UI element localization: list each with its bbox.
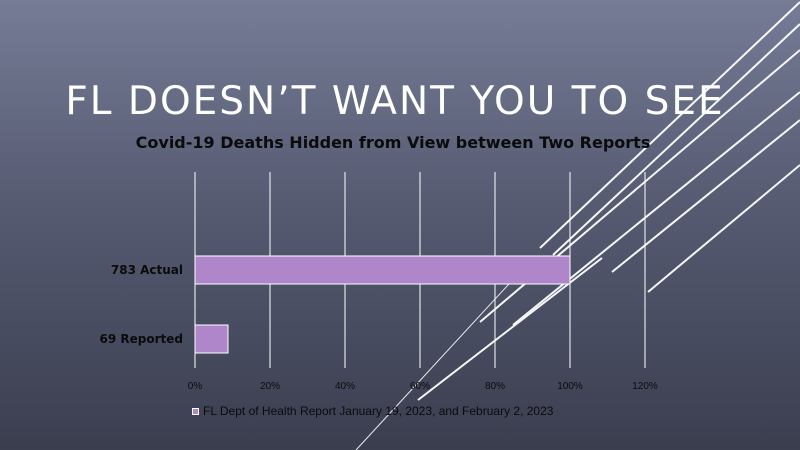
- legend-swatch: [192, 407, 199, 415]
- x-tick-label: 100%: [557, 381, 583, 392]
- category-label: 69 Reported: [100, 332, 183, 346]
- legend-label: FL Dept of Health Report January 19, 202…: [203, 404, 554, 418]
- x-tick-label: 0%: [188, 381, 203, 392]
- bar: [194, 324, 229, 354]
- chart-title: Covid-19 Deaths Hidden from View between…: [135, 133, 651, 152]
- x-tick-label: 60%: [410, 381, 430, 392]
- category-label: 783 Actual: [111, 263, 183, 277]
- slide-title: FL DOESN’T WANT YOU TO SEE: [65, 79, 725, 124]
- x-tick-label: 20%: [260, 381, 280, 392]
- x-tick-label: 40%: [335, 381, 355, 392]
- x-tick-label: 80%: [485, 381, 505, 392]
- legend: FL Dept of Health Report January 19, 202…: [192, 402, 553, 420]
- bar: [194, 255, 571, 285]
- x-tick-label: 120%: [632, 381, 658, 392]
